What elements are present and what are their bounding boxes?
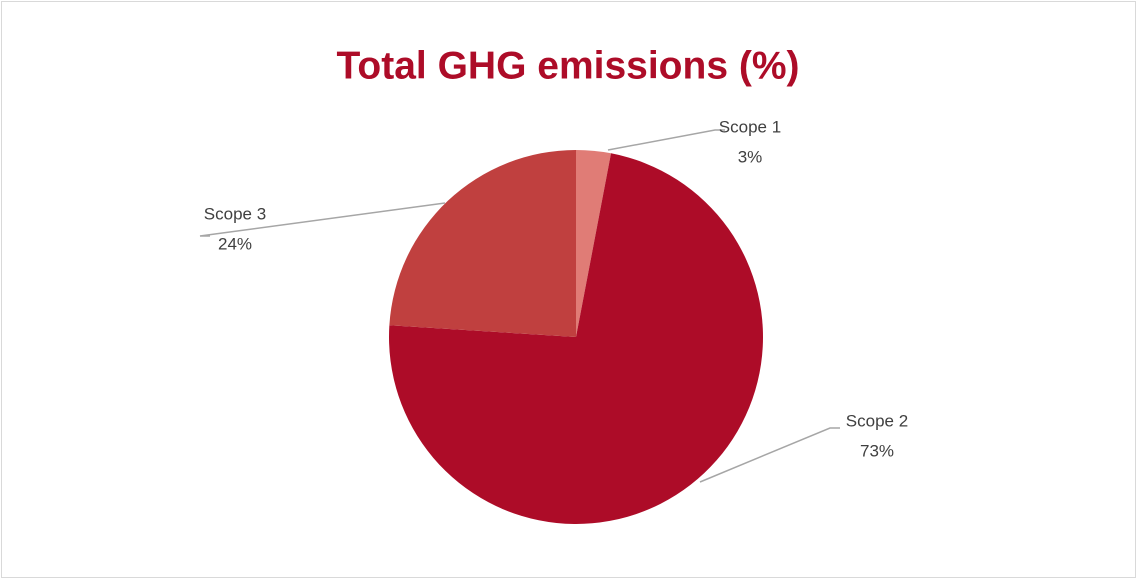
pie-slice [389,150,576,337]
leader-line [699,427,840,483]
category-label: Scope 1 [719,117,781,136]
pie-slice [576,150,612,337]
pie-slice [388,153,763,524]
value-label: 73% [860,441,894,460]
data-labels: Scope 1 3% Scope 2 73% Scope 3 24% [199,117,908,483]
value-label: 3% [738,147,763,166]
leader-line [607,129,725,151]
chart-title: Total GHG emissions (%) [336,44,799,87]
pie [388,150,763,524]
category-label: Scope 2 [846,411,908,430]
value-label: 24% [218,234,252,253]
leader-line [199,202,446,237]
category-label: Scope 3 [204,204,266,223]
